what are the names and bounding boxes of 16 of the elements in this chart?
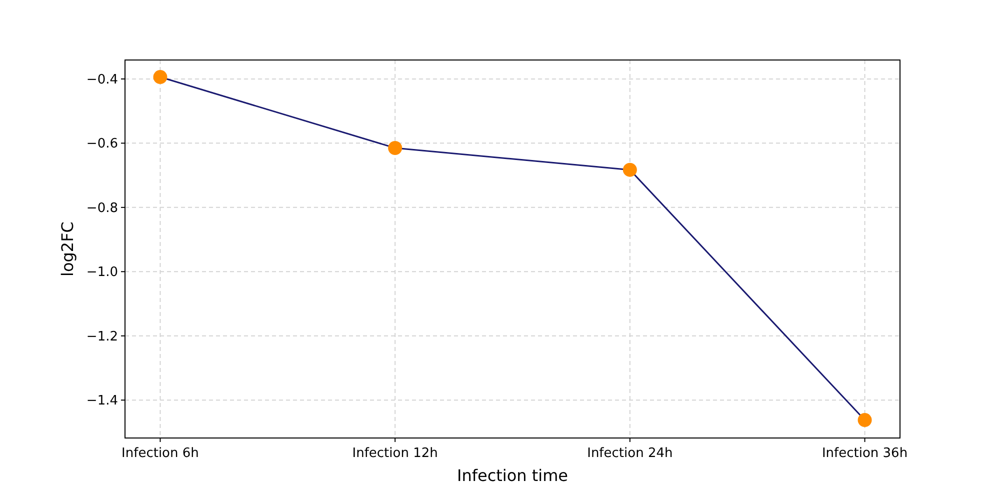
x-tick-label: Infection 12h	[352, 446, 438, 461]
y-tick-label: −1.4	[86, 394, 118, 409]
point	[622, 162, 637, 177]
y-tick-label: −0.8	[86, 200, 118, 216]
x-axis-title: Infection time	[456, 466, 568, 485]
y-tick-label: −0.6	[86, 136, 118, 152]
y-tick-label: −1.0	[86, 265, 118, 280]
y-tick-label: −1.2	[86, 329, 118, 344]
point	[858, 413, 872, 428]
x-tick-label: Infection 6h	[122, 446, 199, 461]
point	[153, 70, 168, 84]
point	[388, 140, 402, 155]
y-axis-title: log2FC	[58, 222, 77, 276]
y-tick-label: −0.4	[86, 72, 118, 88]
x-tick-label: Infection 24h	[587, 446, 673, 461]
x-tick-label: Infection 36h	[822, 446, 908, 461]
